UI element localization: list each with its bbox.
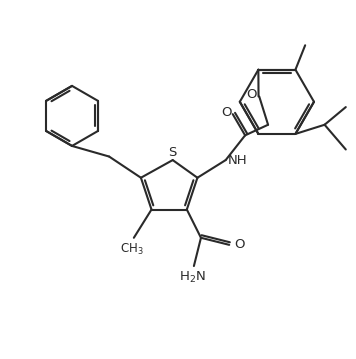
- Text: O: O: [221, 106, 232, 119]
- Text: O: O: [246, 88, 257, 101]
- Text: O: O: [235, 238, 245, 251]
- Text: CH$_3$: CH$_3$: [120, 242, 144, 257]
- Text: NH: NH: [227, 154, 247, 167]
- Text: H$_2$N: H$_2$N: [179, 270, 205, 285]
- Text: S: S: [168, 146, 176, 159]
